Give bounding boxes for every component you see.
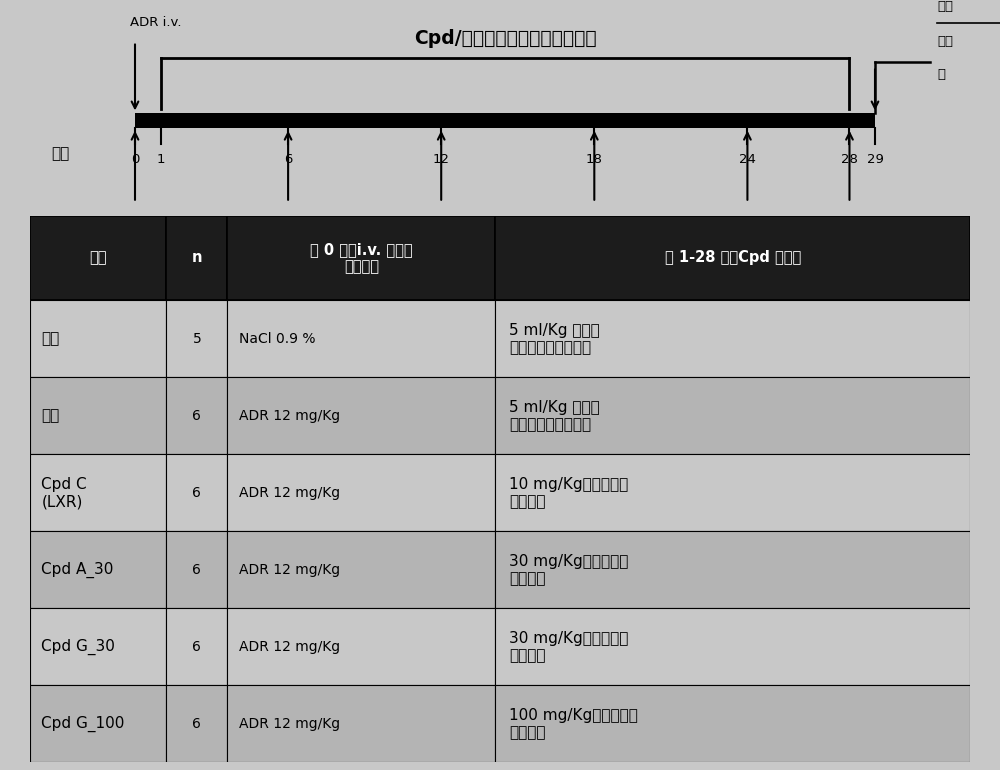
Text: 尿液: 尿液 bbox=[280, 219, 296, 233]
Bar bbox=[227, 300, 495, 377]
Text: 30 mg/Kg，口服管饲
每日一次: 30 mg/Kg，口服管饲 每日一次 bbox=[509, 631, 629, 663]
Bar bbox=[227, 531, 495, 608]
Bar bbox=[227, 216, 495, 300]
Bar bbox=[495, 377, 970, 454]
Text: 基线: 基线 bbox=[41, 331, 60, 347]
Text: 第 0 天（i.v. 注射，
单剂量）: 第 0 天（i.v. 注射， 单剂量） bbox=[310, 242, 413, 274]
Text: 24: 24 bbox=[739, 152, 756, 166]
Text: 5 ml/Kg 溶媒，
口服管饲，每日一次: 5 ml/Kg 溶媒， 口服管饲，每日一次 bbox=[509, 323, 600, 355]
Bar bbox=[166, 531, 227, 608]
Text: 尿液: 尿液 bbox=[586, 219, 602, 233]
Bar bbox=[30, 685, 166, 762]
Text: 5 ml/Kg 溶媒，
口服管饲，每日一次: 5 ml/Kg 溶媒， 口服管饲，每日一次 bbox=[509, 400, 600, 432]
Text: ADR 12 mg/Kg: ADR 12 mg/Kg bbox=[239, 640, 340, 654]
Bar bbox=[135, 113, 875, 128]
Text: 100 mg/Kg，口服管饲
每日一次: 100 mg/Kg，口服管饲 每日一次 bbox=[509, 708, 638, 740]
Text: 0: 0 bbox=[131, 152, 139, 166]
Text: 6: 6 bbox=[192, 486, 201, 500]
Text: ADR 12 mg/Kg: ADR 12 mg/Kg bbox=[239, 717, 340, 731]
Text: NaCl 0.9 %: NaCl 0.9 % bbox=[239, 332, 315, 346]
Bar bbox=[227, 454, 495, 531]
Text: 肾: 肾 bbox=[937, 69, 945, 82]
Text: Cpd/溶媒经口服管饲，每日一次: Cpd/溶媒经口服管饲，每日一次 bbox=[414, 28, 596, 48]
Bar bbox=[495, 216, 970, 300]
Text: 分组: 分组 bbox=[89, 250, 107, 266]
Text: 血液: 血液 bbox=[937, 35, 953, 48]
Text: 1: 1 bbox=[156, 152, 165, 166]
Text: 29: 29 bbox=[867, 152, 883, 166]
Text: 处死: 处死 bbox=[937, 0, 953, 13]
Text: 12: 12 bbox=[433, 152, 450, 166]
Bar bbox=[166, 216, 227, 300]
Bar bbox=[30, 531, 166, 608]
Bar bbox=[30, 300, 166, 377]
Text: 30 mg/Kg，口服管饲
每日一次: 30 mg/Kg，口服管饲 每日一次 bbox=[509, 554, 629, 586]
Bar bbox=[495, 608, 970, 685]
Text: ADR i.v.: ADR i.v. bbox=[130, 16, 182, 29]
Text: 6: 6 bbox=[192, 409, 201, 423]
Text: 6: 6 bbox=[192, 717, 201, 731]
Text: 溶媒: 溶媒 bbox=[41, 408, 60, 424]
Text: Cpd C
(LXR): Cpd C (LXR) bbox=[41, 477, 87, 509]
Bar bbox=[227, 685, 495, 762]
Text: ADR 12 mg/Kg: ADR 12 mg/Kg bbox=[239, 486, 340, 500]
Text: n: n bbox=[192, 250, 202, 266]
Text: 第 1-28 天（Cpd 处理）: 第 1-28 天（Cpd 处理） bbox=[665, 250, 801, 266]
Text: 6: 6 bbox=[192, 640, 201, 654]
Bar bbox=[166, 685, 227, 762]
Text: 尿液: 尿液 bbox=[433, 219, 449, 233]
Bar bbox=[495, 454, 970, 531]
Text: 18: 18 bbox=[586, 152, 603, 166]
Bar bbox=[30, 377, 166, 454]
Text: 10 mg/Kg，口服管饲
每日一次: 10 mg/Kg，口服管饲 每日一次 bbox=[509, 477, 629, 509]
Bar bbox=[495, 685, 970, 762]
Bar bbox=[227, 608, 495, 685]
Bar bbox=[166, 377, 227, 454]
Bar bbox=[30, 216, 166, 300]
Text: ADR 12 mg/Kg: ADR 12 mg/Kg bbox=[239, 563, 340, 577]
Text: 尿液: 尿液 bbox=[127, 219, 143, 233]
Text: 6: 6 bbox=[284, 152, 292, 166]
Text: ADR 12 mg/Kg: ADR 12 mg/Kg bbox=[239, 409, 340, 423]
Text: 5: 5 bbox=[192, 332, 201, 346]
Text: 6: 6 bbox=[192, 563, 201, 577]
Bar bbox=[166, 300, 227, 377]
Bar bbox=[166, 454, 227, 531]
Text: 天数: 天数 bbox=[51, 146, 69, 162]
Bar bbox=[227, 377, 495, 454]
Bar bbox=[495, 300, 970, 377]
Text: Cpd G_30: Cpd G_30 bbox=[41, 638, 115, 655]
Bar bbox=[495, 531, 970, 608]
Bar bbox=[166, 608, 227, 685]
Text: 尿液: 尿液 bbox=[739, 219, 755, 233]
Bar bbox=[30, 454, 166, 531]
Text: 尿液: 尿液 bbox=[841, 219, 857, 233]
Bar bbox=[30, 608, 166, 685]
Text: Cpd A_30: Cpd A_30 bbox=[41, 561, 114, 578]
Text: Cpd G_100: Cpd G_100 bbox=[41, 715, 125, 732]
Text: 28: 28 bbox=[841, 152, 858, 166]
